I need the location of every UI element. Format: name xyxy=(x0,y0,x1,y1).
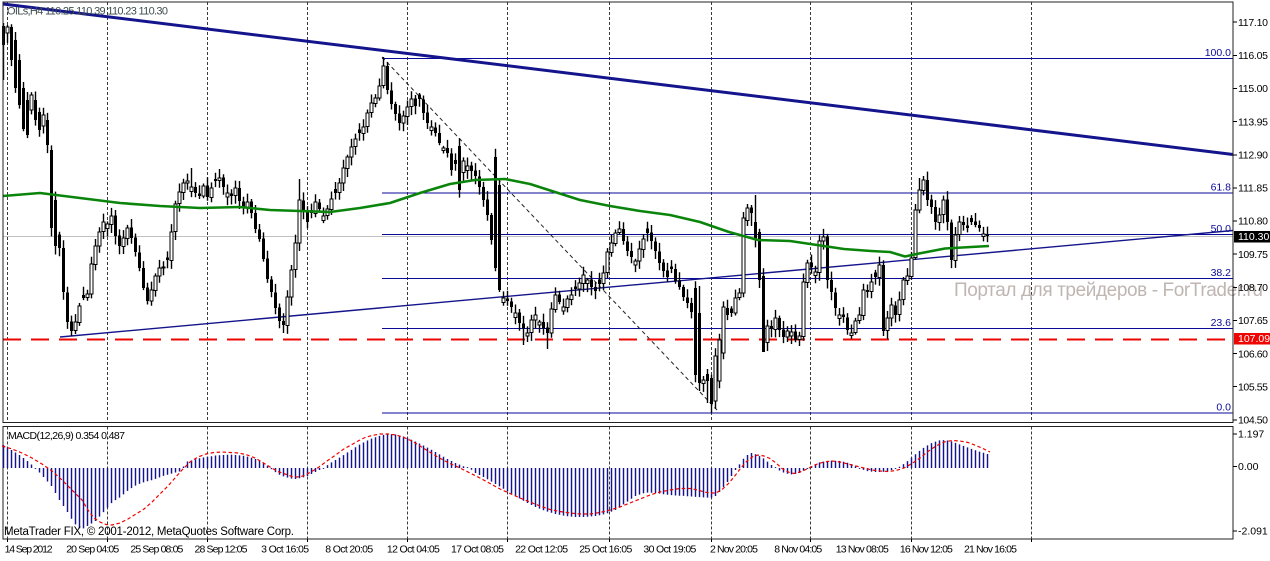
svg-text:25 Sep 08:05: 25 Sep 08:05 xyxy=(130,543,183,555)
svg-text:38.2: 38.2 xyxy=(1211,267,1232,279)
svg-text:MACD(12,26,9) 0.354 0.487: MACD(12,26,9) 0.354 0.487 xyxy=(8,430,125,442)
svg-text:28 Sep 12:05: 28 Sep 12:05 xyxy=(195,543,248,555)
svg-text:105.55: 105.55 xyxy=(1238,381,1268,393)
svg-text:20 Sep 04:05: 20 Sep 04:05 xyxy=(66,543,119,555)
svg-text:OILs,H4 110.25 110.39 110.23: OILs,H4 110.25 110.39 110.23 110.30 xyxy=(7,6,168,18)
svg-text:21 Nov 16:05: 21 Nov 16:05 xyxy=(964,543,1017,555)
svg-text:113.95: 113.95 xyxy=(1238,116,1268,128)
svg-text:107.09: 107.09 xyxy=(1238,333,1270,345)
svg-text:117.10: 117.10 xyxy=(1238,17,1268,29)
svg-text:116.05: 116.05 xyxy=(1238,50,1268,62)
svg-text:0.0: 0.0 xyxy=(1216,401,1231,413)
svg-text:3 Oct 16:05: 3 Oct 16:05 xyxy=(261,543,309,555)
svg-text:13 Nov 08:05: 13 Nov 08:05 xyxy=(836,543,889,555)
svg-text:8 Nov 04:05: 8 Nov 04:05 xyxy=(774,543,822,555)
svg-text:107.65: 107.65 xyxy=(1238,315,1268,327)
svg-text:112.90: 112.90 xyxy=(1238,150,1268,162)
svg-text:110.80: 110.80 xyxy=(1238,216,1268,228)
svg-text:104.50: 104.50 xyxy=(1238,415,1268,427)
svg-text:8 Oct 20:05: 8 Oct 20:05 xyxy=(325,543,373,555)
svg-text:30 Oct 19:05: 30 Oct 19:05 xyxy=(643,543,696,555)
svg-text:16 Nov 12:05: 16 Nov 12:05 xyxy=(900,543,953,555)
svg-text:MetaTrader FIX, © 2001-2012, M: MetaTrader FIX, © 2001-2012, MetaQuotes … xyxy=(4,526,294,538)
svg-text:100.0: 100.0 xyxy=(1205,47,1231,59)
svg-text:61.8: 61.8 xyxy=(1211,182,1232,194)
svg-text:115.00: 115.00 xyxy=(1238,83,1268,95)
svg-text:110.30: 110.30 xyxy=(1238,231,1269,243)
svg-text:106.60: 106.60 xyxy=(1238,348,1268,360)
svg-text:14 Sep 2012: 14 Sep 2012 xyxy=(5,543,53,555)
svg-text:17 Oct 08:05: 17 Oct 08:05 xyxy=(451,543,504,555)
svg-text:25 Oct 16:05: 25 Oct 16:05 xyxy=(579,543,632,555)
svg-text:Портал для трейдеров - ForTrad: Портал для трейдеров - ForTrader.ru xyxy=(954,280,1263,301)
svg-text:109.75: 109.75 xyxy=(1238,249,1268,261)
svg-text:22 Oct 12:05: 22 Oct 12:05 xyxy=(515,543,568,555)
svg-text:50.0: 50.0 xyxy=(1211,223,1232,235)
svg-text:2 Nov 20:05: 2 Nov 20:05 xyxy=(710,543,758,555)
svg-text:108.70: 108.70 xyxy=(1238,282,1268,294)
svg-text:-2.091: -2.091 xyxy=(1238,526,1268,538)
svg-text:1.197: 1.197 xyxy=(1238,429,1264,441)
svg-text:111.85: 111.85 xyxy=(1238,183,1268,195)
svg-text:0.00: 0.00 xyxy=(1238,461,1259,473)
svg-text:12 Oct 04:05: 12 Oct 04:05 xyxy=(387,543,440,555)
svg-text:23.6: 23.6 xyxy=(1211,317,1232,329)
